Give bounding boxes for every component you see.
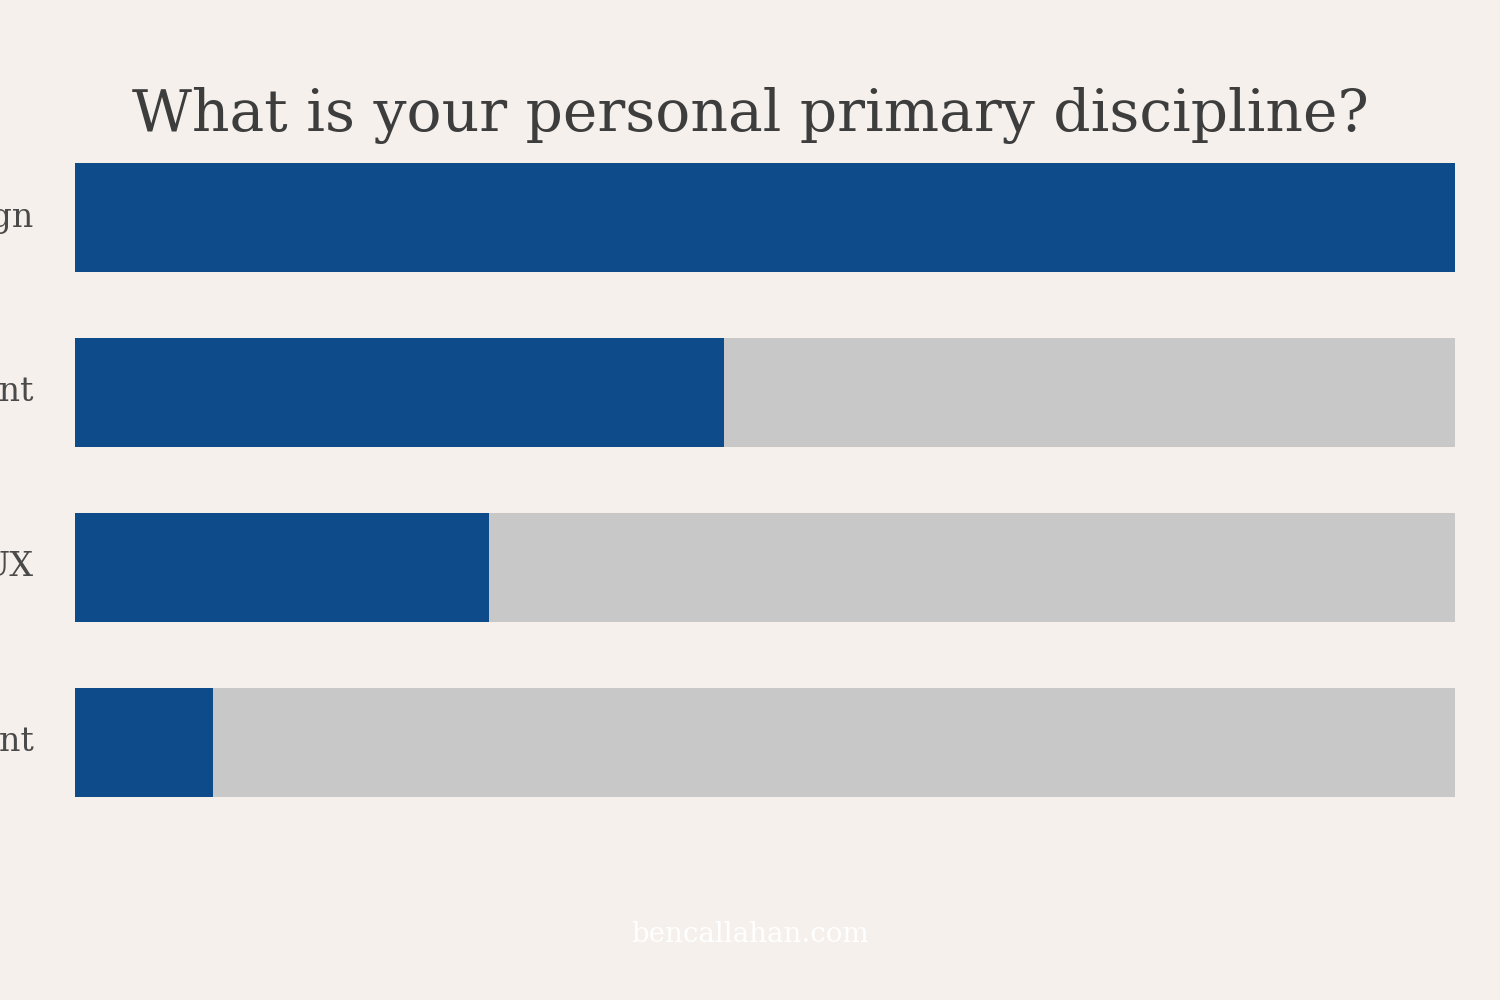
Bar [75, 513, 1455, 622]
Bar [75, 688, 213, 797]
Text: Development: Development [0, 376, 33, 408]
Text: What is your personal primary discipline?: What is your personal primary discipline… [132, 87, 1368, 143]
Text: Product Management: Product Management [0, 726, 33, 758]
Text: Design: Design [0, 202, 33, 233]
Bar [75, 688, 1455, 797]
Text: bencallahan.com: bencallahan.com [632, 922, 868, 948]
Bar [75, 163, 1455, 272]
Bar [75, 338, 1455, 447]
Bar [75, 163, 1455, 272]
Bar [75, 338, 723, 447]
Text: UX: UX [0, 552, 33, 584]
Bar [75, 513, 489, 622]
